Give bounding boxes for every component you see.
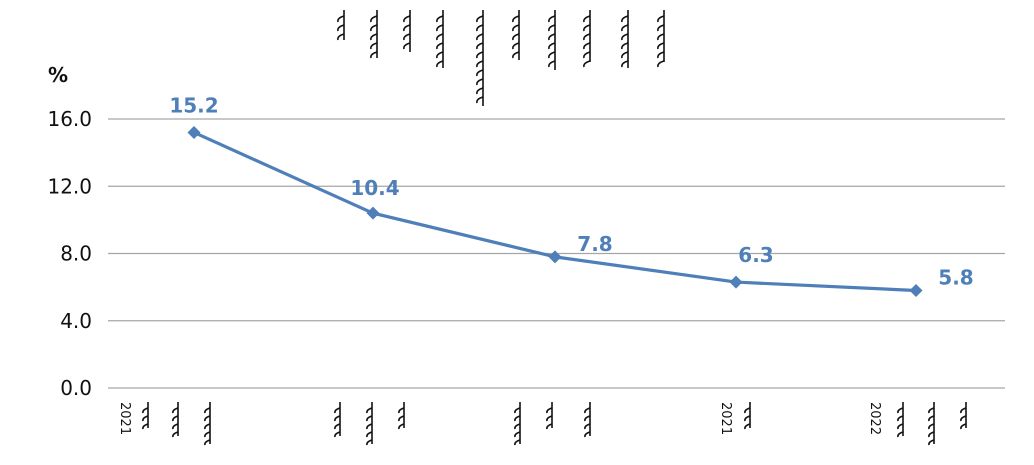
mongolian-glyph-column <box>142 402 149 430</box>
chart-title-mongolian-script <box>337 10 665 106</box>
mongolian-glyph-column <box>514 402 521 446</box>
series-line <box>193 130 917 293</box>
y-axis-unit-label: % <box>48 63 68 87</box>
title-glyph-column <box>370 10 378 59</box>
x-category-label: 2021 <box>117 402 211 446</box>
data-value-label: 15.2 <box>169 93 218 117</box>
y-tick-label: 12.0 <box>47 174 92 198</box>
mongolian-glyph-column <box>546 402 553 430</box>
x-category-label: 2021 <box>718 402 751 435</box>
mongolian-glyph-column <box>334 402 341 438</box>
title-glyph-column <box>548 10 556 70</box>
mongolian-glyph-column <box>398 402 405 430</box>
title-glyph-column <box>583 10 591 68</box>
y-tick-label: 0.0 <box>60 376 92 400</box>
x-category-label <box>334 402 405 446</box>
x-category-label: 2022 <box>867 402 967 446</box>
series-layer <box>187 125 923 297</box>
mongolian-glyph-column <box>366 402 373 446</box>
title-glyph-column <box>337 10 345 41</box>
x-category-year: 2021 <box>117 402 132 435</box>
y-tick-label: 16.0 <box>47 107 92 131</box>
title-glyph-column <box>476 10 484 106</box>
data-value-label: 10.4 <box>350 176 399 200</box>
mongolian-glyph-column <box>960 402 967 430</box>
title-glyph-column <box>621 10 629 68</box>
data-point-marker <box>366 206 380 220</box>
mongolian-glyph-column <box>204 402 211 446</box>
mongolian-glyph-column <box>584 402 591 438</box>
title-glyph-column <box>512 10 520 60</box>
data-value-label: 7.8 <box>577 232 612 256</box>
data-value-label: 5.8 <box>938 265 973 289</box>
data-point-marker <box>187 125 201 139</box>
x-axis-category-labels: 2021 2021 2022 <box>117 402 967 446</box>
title-glyph-column <box>657 10 665 68</box>
mongolian-glyph-column <box>897 402 904 438</box>
x-category-label <box>514 402 591 446</box>
y-tick-label: 8.0 <box>60 242 92 266</box>
data-labels: 15.2 10.4 7.8 6.3 5.8 <box>169 93 973 289</box>
mongolian-glyph-column <box>928 402 935 446</box>
data-point-marker <box>909 283 923 297</box>
mongolian-glyph-column <box>172 402 179 438</box>
x-category-year: 2022 <box>867 402 882 435</box>
y-axis-ticks: 0.0 4.0 8.0 12.0 16.0 <box>47 107 92 400</box>
y-tick-label: 4.0 <box>60 309 92 333</box>
title-glyph-column <box>436 10 444 68</box>
data-point-marker <box>548 250 562 264</box>
data-point-marker <box>729 275 743 289</box>
mongolian-glyph-column <box>744 402 751 430</box>
title-glyph-column <box>403 10 411 52</box>
x-category-year: 2021 <box>718 402 733 435</box>
data-value-label: 6.3 <box>738 243 773 267</box>
